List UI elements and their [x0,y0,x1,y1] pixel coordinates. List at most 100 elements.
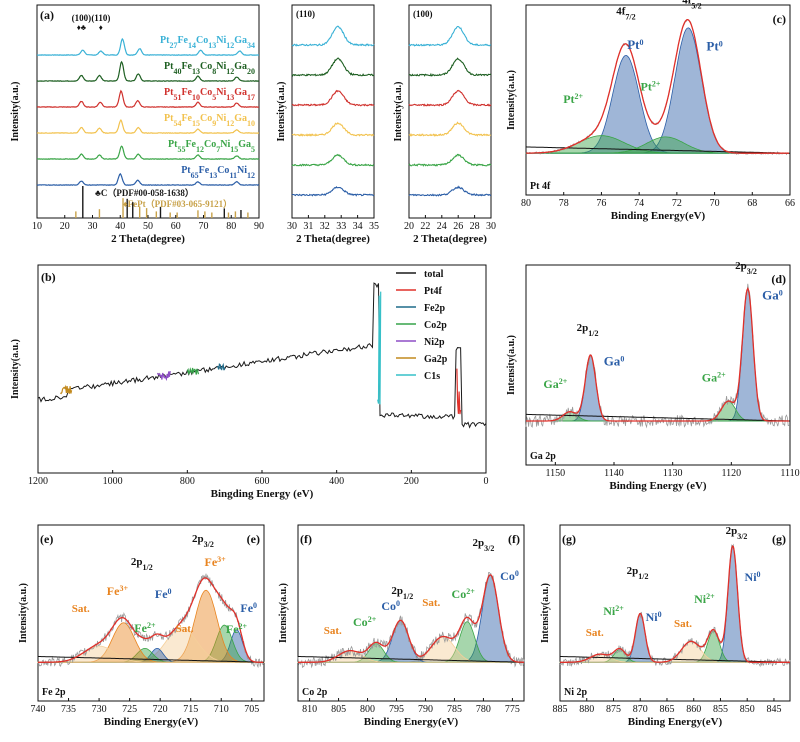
zoom-series-line [408,185,492,197]
panel-label-a: (a) [40,8,54,22]
x-tick-label: 720 [153,704,168,715]
raw-data-line [559,543,791,668]
ga0-label: Ga0 [762,288,783,303]
x-tick-label: 715 [183,704,198,715]
panel-a3-frame [408,4,492,219]
x-tick-label: 1140 [604,468,624,479]
zoom-series-line [291,153,375,167]
ga2-label: Ga2+ [702,370,726,385]
zoom-series-line [408,57,492,77]
panel-g-frame [559,524,791,702]
ox-state-label: Ni0 [745,570,761,585]
x-tick-label: 70 [710,198,720,209]
panel-label-d: (d) [771,272,786,286]
panel-label-c: (c) [773,12,786,26]
x-tick-label: 860 [686,704,701,715]
panel-c-ylabel: Intensity(a.u.) [506,70,517,130]
x-tick-label: 870 [633,704,648,715]
zoom-series-line [408,153,492,167]
panel-label-e: (e) [40,532,53,546]
panel-f-ylabel: Intensity(a.u.) [278,583,289,643]
panel-label-b: (b) [41,270,56,284]
panel-a2-ylabel: Intensity(a.u.) [276,81,287,141]
survey-component-line [217,362,226,371]
fit-envelope-line [526,19,790,154]
panel-a2-peak-label: (110) [296,9,315,19]
xrd-series-label: Pt40Fe13Co8Ni12Ga20 [164,61,255,76]
x-tick-label: 1200 [28,476,48,487]
x-tick-label: 30 [88,221,98,232]
panel-e-frame [37,524,265,702]
fit-component-peak [526,27,790,154]
ox-state-label: Ni2+ [603,604,624,619]
x-tick-label: 33 [336,221,346,232]
zoom-series-line [291,185,375,197]
xrd-series-label: Pt55Fe12Co7Ni15Ga5 [168,139,255,154]
orbital-label: 2p1/2 [131,556,153,572]
x-tick-label: 32 [320,221,330,232]
xrd-series-label: Pt51Fe10Co5Ni13Ga17 [164,87,255,102]
orbital-label: 2p1/2 [391,585,413,601]
xrd-series-line [36,60,260,82]
panel-a3-peak-label: (100) [413,9,433,19]
survey-component-line [377,291,382,405]
legend-label: C1s [424,371,440,382]
x-tick-label: 710 [214,704,229,715]
orbital-label: 2p1/2 [577,322,599,338]
x-tick-label: 30 [486,221,496,232]
x-tick-label: 40 [115,221,125,232]
survey-component-line [186,367,200,375]
reference-label-c: ♣C（PDF#00-058-1638） [95,188,194,198]
fit-component-peak [559,545,791,663]
x-tick-label: 10 [32,221,42,232]
peak-label-110: (110) [91,13,110,23]
survey-total-line [37,282,487,429]
peak-marker: ♦♣ [77,23,87,32]
ga0-label: Ga0 [604,354,625,369]
x-tick-label: 1110 [780,468,799,479]
legend-label: total [424,269,444,280]
fit-envelope-line [560,545,790,663]
panel-d-ylabel: Intensity(a.u.) [506,335,517,395]
orbital-label: 2p3/2 [473,537,495,553]
ox-state-label: Ni2+ [694,592,715,607]
sat-label: Sat. [72,603,90,615]
zoom-series-line [291,25,375,47]
x-tick-label: 740 [31,704,46,715]
orbital-label: 2p3/2 [726,525,748,541]
x-tick-label: 24 [437,221,447,232]
sat-label: Sat. [176,623,194,635]
x-tick-label: 26 [453,221,463,232]
x-tick-label: 30 [287,221,297,232]
x-tick-label: 76 [596,198,606,209]
sat-label: Sat. [324,625,342,637]
x-tick-label: 80 [226,221,236,232]
xrd-series-label: Pt27Fe14Co13Ni12Ga34 [160,35,255,50]
pt0-label: Pt0 [627,37,643,52]
panel-b-frame [37,264,487,474]
x-tick-label: 810 [302,704,317,715]
fit-envelope-line [298,574,524,663]
x-tick-label: 20 [60,221,70,232]
panel-f-xlabel: Binding Energy(eV) [364,716,459,728]
x-tick-label: 705 [244,704,259,715]
survey-component-line [156,371,171,381]
zoom-series-line [408,121,492,137]
panel-a-ylabel: Intensity(a.u.) [10,81,21,141]
raw-data-line [37,573,264,669]
ox-state-label: Fe2+ [226,622,248,637]
ox-state-label: Fe0 [155,587,172,602]
core-level-label: Pt 4f [530,181,551,192]
x-tick-label: 600 [255,476,270,487]
legend-label: Pt4f [424,286,442,297]
sat-label: Sat. [674,618,692,630]
peak-marker: ♦ [99,23,103,32]
pt0-label: Pt0 [706,39,722,54]
zoom-series-line [291,89,375,107]
ox-state-label: Co2+ [353,615,377,630]
panel-a-xlabel: 2 Theta(degree) [111,233,185,245]
core-level-label: Co 2p [302,687,328,698]
panel-label-f: (f) [508,532,520,546]
xrd-series-label: Pt54Fe15Co9Ni12Ga10 [164,113,255,128]
